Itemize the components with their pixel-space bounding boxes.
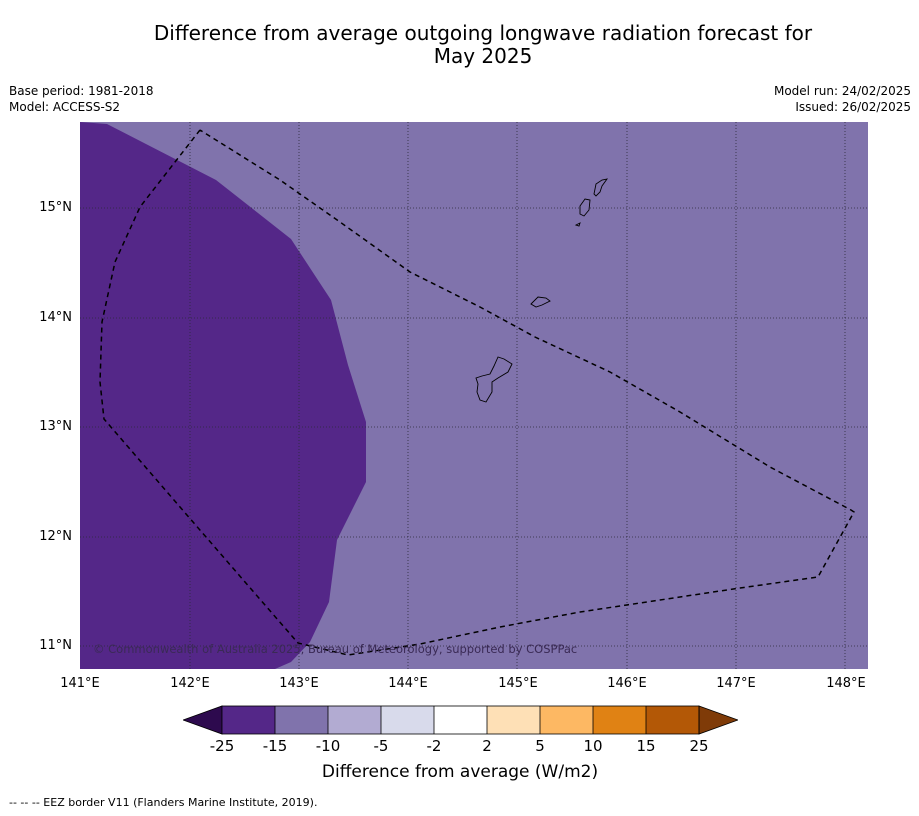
lat-label: 13°N (39, 419, 72, 434)
issued-date: Issued: 26/02/2025 (795, 100, 911, 114)
title-line-2: May 2025 (433, 44, 533, 68)
base-period: Base period: 1981-2018 (9, 84, 154, 98)
colorbar-tick: -10 (315, 737, 341, 755)
colorbar-tick: -5 (373, 737, 389, 755)
strong-negative-region (80, 122, 366, 669)
colorbar-segment (540, 706, 593, 734)
model-run: Model run: 24/02/2025 (773, 84, 911, 98)
colorbar-min-extension (183, 705, 223, 735)
colorbar-tick: 5 (535, 737, 545, 755)
colorbar-label: Difference from average (W/m2) (321, 762, 599, 782)
colorbar-segment (328, 706, 381, 734)
title-line-1: Difference from average outgoing longwav… (153, 21, 813, 45)
lat-label: 11°N (39, 638, 72, 653)
colorbar-segment (222, 706, 275, 734)
colorbar-segment (646, 706, 699, 734)
colorbar-segment (434, 706, 487, 734)
lon-label: 141°E (60, 676, 100, 691)
colorbar-tick: 15 (636, 737, 656, 755)
lat-label: 15°N (39, 200, 72, 215)
eez-footnote: -- -- -- EEZ border V11 (Flanders Marine… (9, 796, 318, 809)
colorbar-segment (381, 706, 434, 734)
colorbar-tick: 25 (689, 737, 709, 755)
colorbar-segment (487, 706, 540, 734)
colorbar-tick: 10 (583, 737, 603, 755)
tinian-island (579, 198, 591, 217)
copyright-text: © Commonwealth of Australia 2025, Bureau… (93, 642, 578, 656)
lon-label: 145°E (498, 676, 538, 691)
colorbar-tick: 2 (482, 737, 492, 755)
model-name: Model: ACCESS-S2 (9, 100, 121, 114)
colorbar-tick: -25 (209, 737, 235, 755)
base-info: Base period: 1981-2018 Model: ACCESS-S2 (9, 83, 154, 115)
rota-island (530, 296, 551, 308)
lon-label: 143°E (279, 676, 319, 691)
run-info: Model run: 24/02/2025 Issued: 26/02/2025 (774, 83, 911, 115)
colorbar (183, 705, 738, 735)
lon-label: 142°E (170, 676, 210, 691)
lon-label: 147°E (716, 676, 756, 691)
map-plot (80, 122, 868, 669)
lon-label: 146°E (607, 676, 647, 691)
map-title: Difference from average outgoing longwav… (0, 22, 919, 68)
graticule (80, 122, 868, 669)
eez-border (99, 129, 855, 656)
lon-label: 148°E (826, 676, 866, 691)
colorbar-segment (593, 706, 646, 734)
guam-island (475, 356, 513, 403)
colorbar-tick: -2 (426, 737, 442, 755)
saipan-island (593, 178, 609, 197)
aguijan-island (574, 222, 581, 227)
colorbar-segment (275, 706, 328, 734)
colorbar-tick: -15 (262, 737, 288, 755)
lat-label: 14°N (39, 310, 72, 325)
colorbar-max-extension (698, 705, 738, 735)
lon-label: 144°E (388, 676, 428, 691)
islands (475, 178, 609, 403)
lat-label: 12°N (39, 529, 72, 544)
